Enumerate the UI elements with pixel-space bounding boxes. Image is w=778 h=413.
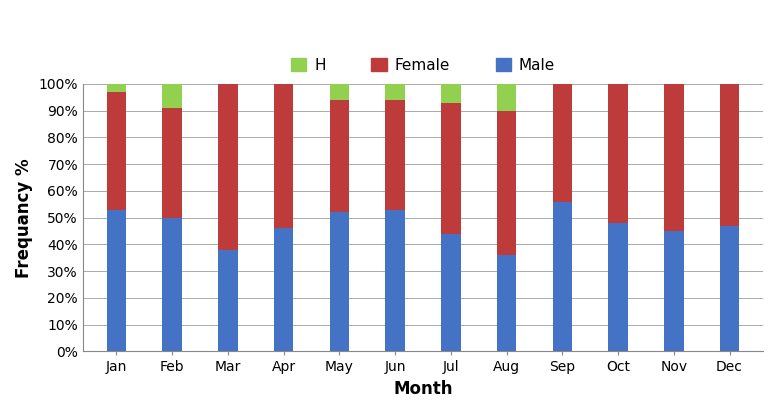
Bar <box>385 84 405 100</box>
Bar <box>441 234 461 351</box>
Bar <box>720 226 739 351</box>
Bar <box>330 100 349 212</box>
Bar <box>107 210 126 351</box>
Bar <box>552 202 572 351</box>
Bar <box>218 250 237 351</box>
X-axis label: Month: Month <box>393 380 453 398</box>
Bar <box>330 84 349 100</box>
Bar <box>107 92 126 210</box>
Bar <box>441 84 461 103</box>
Bar <box>330 212 349 351</box>
Bar <box>163 108 182 218</box>
Bar <box>274 228 293 351</box>
Bar <box>163 84 182 108</box>
Bar <box>664 84 684 231</box>
Bar <box>163 218 182 351</box>
Legend: H, Female, Male: H, Female, Male <box>285 52 561 79</box>
Bar <box>497 111 517 255</box>
Bar <box>441 103 461 234</box>
Bar <box>385 100 405 210</box>
Bar <box>720 84 739 226</box>
Bar <box>385 210 405 351</box>
Bar <box>107 84 126 92</box>
Bar <box>497 255 517 351</box>
Bar <box>664 231 684 351</box>
Bar <box>608 84 628 223</box>
Bar <box>218 84 237 250</box>
Bar <box>552 84 572 202</box>
Y-axis label: Frequancy %: Frequancy % <box>15 158 33 278</box>
Bar <box>608 223 628 351</box>
Bar <box>274 84 293 228</box>
Bar <box>497 84 517 111</box>
